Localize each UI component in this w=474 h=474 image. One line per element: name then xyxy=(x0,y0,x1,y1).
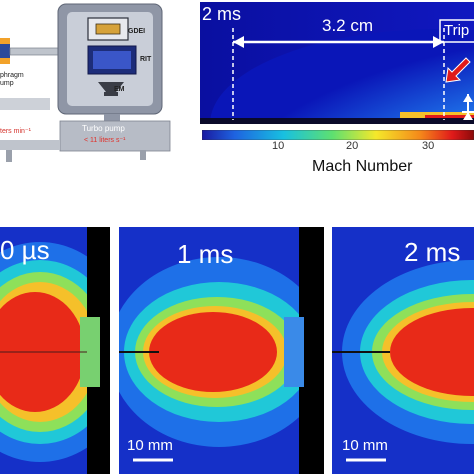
panel-3-field xyxy=(332,227,474,474)
panel-1-time: 0 µs xyxy=(0,235,50,265)
top-time-label: 2 ms xyxy=(202,4,242,24)
bottom-panel-3: 2 ms 10 mm xyxy=(332,227,474,474)
diaphragm-label-2: ump xyxy=(0,80,14,87)
gdei-element xyxy=(95,23,121,35)
schematic-drawing xyxy=(0,3,171,162)
turbo-pump-label: Turbo pump xyxy=(82,124,125,133)
panel-3-time: 2 ms xyxy=(404,237,461,267)
rit-label: RIT xyxy=(140,56,152,63)
mach-colorbar xyxy=(201,127,474,141)
colorbar-title: Mach Number xyxy=(312,158,413,175)
colorbar-tick-10: 10 xyxy=(272,140,285,152)
inlet-tube xyxy=(9,47,59,56)
diaphragm-label-1: phragm xyxy=(0,72,24,79)
em-funnel xyxy=(98,82,124,92)
triple-point-label: Trip xyxy=(444,22,470,39)
diaphragm-pump xyxy=(0,98,50,110)
turbo-pump xyxy=(59,120,171,152)
em-label: EM xyxy=(114,86,125,93)
colorbar-tick-30: 30 xyxy=(422,140,435,152)
panel-2-scale-label: 10 mm xyxy=(127,437,173,454)
mach-field xyxy=(200,2,474,124)
turbo-pump-rate: < 11 liters s⁻¹ xyxy=(84,137,126,144)
diaphragm-rate: ters min⁻¹ xyxy=(0,128,31,135)
colorbar-gradient xyxy=(201,129,474,141)
apparatus-schematic: GDEI RIT EM phragm ump ters min⁻¹ Turbo … xyxy=(0,0,195,175)
bottom-panel-2: 1 ms 10 mm xyxy=(119,227,324,474)
gdei-label: GDEI xyxy=(128,28,146,35)
triple-point-arrow xyxy=(445,57,471,83)
panel-1-field xyxy=(0,227,110,474)
colorbar-tick-20: 20 xyxy=(346,140,359,152)
mach-number-image: 2 ms 3.2 cm Trip xyxy=(200,2,474,124)
panel-2-time: 1 ms xyxy=(177,239,234,269)
source-core xyxy=(0,44,10,58)
distance-label: 3.2 cm xyxy=(322,16,374,35)
rit-inner xyxy=(93,51,131,69)
panel-2-field xyxy=(119,227,324,474)
bottom-panel-1: 0 µs xyxy=(0,227,110,474)
plume-region xyxy=(210,29,474,124)
triple-label-box xyxy=(439,19,474,43)
panel-3-scale-label: 10 mm xyxy=(342,437,388,454)
